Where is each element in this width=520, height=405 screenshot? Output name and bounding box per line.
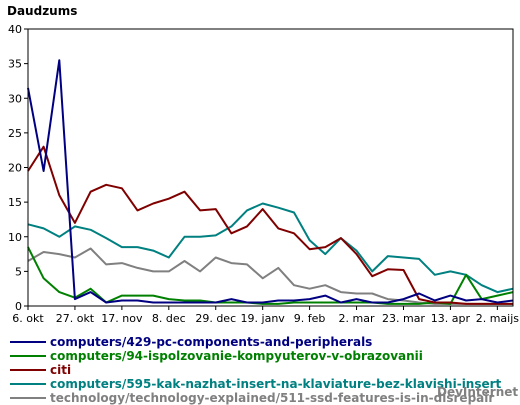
legend-item: citi <box>10 363 515 377</box>
y-tick-label: 25 <box>8 127 22 140</box>
series-line <box>27 247 513 305</box>
y-tick-label: 35 <box>8 58 22 71</box>
legend-swatch <box>10 355 46 357</box>
line-chart: Daudzums 0 5 10 15 20 25 30 35 40 6. okt 27. okt 1… <box>7 4 519 325</box>
legend-item: computers/429-pc-components-and-peripher… <box>10 335 515 349</box>
x-axis: 6. okt 27. okt 17. nov 8. dec 29. dec 19. jan… <box>12 306 519 325</box>
legend-label: computers/595-kak-nazhat-insert-na-klavi… <box>50 377 502 391</box>
legend-label: computers/94-ispolzovanie-kompyuterov-v-… <box>50 349 423 363</box>
legend-swatch <box>10 383 46 385</box>
series-line <box>27 202 514 294</box>
x-tick-label: 27. okt <box>56 312 95 325</box>
x-tick-label: 17. nov <box>101 312 143 325</box>
legend-item: computers/595-kak-nazhat-insert-na-klavi… <box>10 377 515 391</box>
legend-item: computers/94-ispolzovanie-kompyuterov-v-… <box>10 349 515 363</box>
x-tick-label: 29. dec <box>195 312 236 325</box>
y-tick-label: 40 <box>8 23 22 36</box>
y-axis: 0 5 10 15 20 25 30 35 40 <box>8 23 28 313</box>
x-tick-label: 13. apr <box>431 312 471 325</box>
series-line <box>27 246 514 305</box>
legend-label: computers/429-pc-components-and-peripher… <box>50 335 373 349</box>
y-tick-label: 15 <box>8 196 22 209</box>
x-tick-label: 8. dec <box>152 312 186 325</box>
legend-label: citi <box>50 363 72 377</box>
x-tick-label: 19. janv <box>241 312 286 325</box>
series-line <box>27 145 513 305</box>
y-tick-label: 30 <box>8 92 22 105</box>
y-tick-label: 0 <box>15 300 22 313</box>
series-layer <box>27 59 514 305</box>
y-tick-label: 5 <box>15 265 22 278</box>
brand-label: DevInternet <box>437 385 519 399</box>
x-tick-label: 2. mar <box>339 312 375 325</box>
x-tick-label: 6. okt <box>12 312 44 325</box>
x-tick-label: 23. mar <box>382 312 425 325</box>
y-tick-label: 10 <box>8 231 22 244</box>
x-tick-label: 2. maijs <box>476 312 520 325</box>
plot-frame <box>27 28 514 307</box>
legend-swatch <box>10 369 46 371</box>
series-line <box>27 59 514 304</box>
x-tick-label: 9. feb <box>294 312 326 325</box>
legend-label: technology/technology-explained/511-ssd-… <box>50 391 495 405</box>
chart-title: Daudzums <box>7 4 77 18</box>
legend: computers/429-pc-components-and-peripher… <box>10 335 515 405</box>
legend-swatch <box>10 341 46 343</box>
y-tick-label: 20 <box>8 162 22 175</box>
legend-swatch <box>10 397 46 399</box>
legend-item: technology/technology-explained/511-ssd-… <box>10 391 515 405</box>
